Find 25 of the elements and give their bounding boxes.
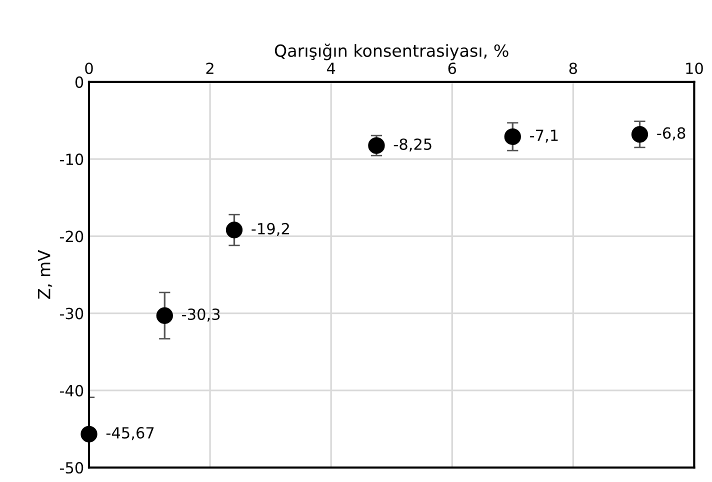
point xyxy=(631,126,648,143)
data-label: -8,25 xyxy=(394,138,432,152)
data-label: -45,67 xyxy=(106,427,154,440)
y-tick-label: -10 xyxy=(60,154,84,166)
x-tick-label: 0 xyxy=(85,62,93,74)
point xyxy=(80,426,98,442)
x-tick-label: 8 xyxy=(569,62,577,74)
y-tick-label: 0 xyxy=(75,76,84,88)
x-axis-title: Qarışığın konsentrasiyası, % xyxy=(274,44,508,60)
y-tick-label: -50 xyxy=(60,462,84,474)
x-tick-label: 10 xyxy=(686,62,703,74)
data-label: -30,3 xyxy=(182,308,220,322)
y-tick-label: -20 xyxy=(60,230,84,242)
data-label: -6,8 xyxy=(657,127,686,140)
y-tick-label: -40 xyxy=(60,384,84,396)
x-tick-label: 6 xyxy=(448,62,456,74)
y-tick-label: -30 xyxy=(60,308,84,320)
x-tick-label: 4 xyxy=(326,62,336,74)
point xyxy=(504,128,521,146)
data-label: -7,1 xyxy=(530,130,558,143)
y-axis-title: Z, mV xyxy=(38,250,52,299)
x-tick-label: 2 xyxy=(206,62,214,74)
data-label: -19,2 xyxy=(252,222,289,236)
point xyxy=(226,222,243,238)
point xyxy=(156,307,173,324)
